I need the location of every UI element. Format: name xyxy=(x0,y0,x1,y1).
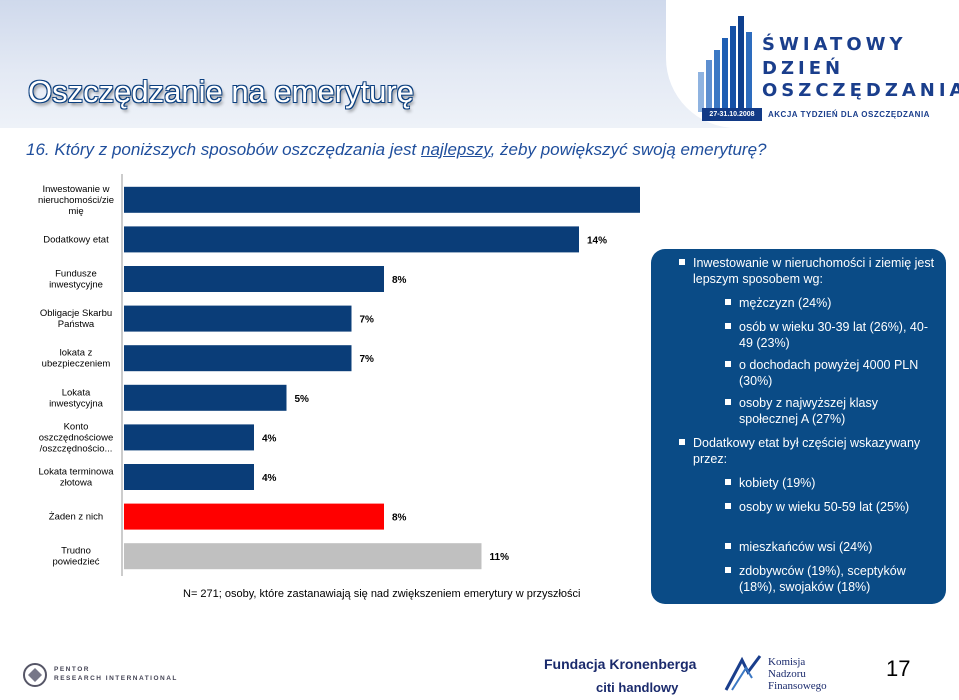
logo-campaign: AKCJA TYDZIEŃ DLA OSZCZĘDZANIA xyxy=(768,110,930,119)
value-label-5: 7% xyxy=(360,354,375,365)
bar-chart: 18%Inwestowanie wnieruchomości/ziemię14%… xyxy=(38,174,640,576)
bullet-icon xyxy=(725,479,731,485)
category-label-8-line-1: Lokata terminowa xyxy=(39,467,115,478)
category-label-1-line-2: nieruchomości/zie xyxy=(38,195,114,206)
bullet-icon xyxy=(725,543,731,549)
category-label-7-line-2: oszczędnościowe xyxy=(39,432,113,443)
pentor-line-1: PENTOR xyxy=(54,666,90,673)
sample-note: N= 271; osoby, które zastanawiają się na… xyxy=(183,588,581,600)
bullet-icon xyxy=(725,503,731,509)
bar-8 xyxy=(124,464,254,490)
bullet-icon xyxy=(725,299,731,305)
category-label-2-line-1: Dodatkowy etat xyxy=(43,234,109,245)
bullet-icon xyxy=(725,567,731,573)
callout-item-text: mieszkańców wsi (24%) xyxy=(739,540,873,554)
value-label-4: 7% xyxy=(360,315,375,326)
kronenberg-logo-text: Fundacja Kronenberga xyxy=(544,656,697,672)
category-label-10-line-1: Trudno xyxy=(61,546,91,557)
bar-6 xyxy=(124,384,287,411)
question-text: 16. Który z poniższych sposobów oszczędz… xyxy=(26,140,767,160)
bar-10 xyxy=(124,543,482,570)
question-suffix: , żeby powiększyć swoją emeryturę? xyxy=(490,140,767,159)
logo-line-1: ŚWIATOWY xyxy=(762,34,907,55)
callout-item-1: Inwestowanie w nieruchomości i ziemię je… xyxy=(679,255,938,287)
logo-bars-graphic xyxy=(698,16,752,112)
logo-strip: 27-31.10.2008 AKCJA TYDZIEŃ DLA OSZCZĘDZ… xyxy=(702,108,954,121)
bar-2 xyxy=(124,226,579,253)
knf-line-2: Nadzoru xyxy=(768,668,806,680)
category-label-1-line-3: mię xyxy=(68,206,83,217)
callout-item-2: mężczyzn (24%) xyxy=(725,295,939,311)
callout-item-6: Dodatkowy etat był częściej wskazywany p… xyxy=(679,435,938,467)
logo-line-3: OSZCZĘDZANIA xyxy=(762,80,959,101)
logo-date: 27-31.10.2008 xyxy=(702,108,762,121)
callout-item-text: Dodatkowy etat był częściej wskazywany p… xyxy=(693,436,921,466)
callout-item-text: o dochodach powyżej 4000 PLN (30%) xyxy=(739,358,919,388)
pentor-logo-icon xyxy=(23,663,47,687)
bullet-icon xyxy=(725,323,731,329)
logo-line-2: DZIEŃ xyxy=(762,58,845,79)
bar-1 xyxy=(124,186,640,213)
knf-logo-text: Komisja Nadzoru Finansowego xyxy=(768,656,827,692)
pentor-logo-text: PENTOR RESEARCH INTERNATIONAL xyxy=(54,665,178,683)
callout-item-text: zdobywców (19%), sceptyków (18%), swojak… xyxy=(739,564,906,594)
callout-item-10: zdobywców (19%), sceptyków (18%), swojak… xyxy=(725,563,939,595)
category-label-5-line-2: ubezpieczeniem xyxy=(42,359,111,370)
callout-item-9: mieszkańców wsi (24%) xyxy=(725,539,939,555)
callout-box: Inwestowanie w nieruchomości i ziemię je… xyxy=(651,249,946,604)
category-label-5-line-1: lokata z xyxy=(60,348,93,359)
bar-3 xyxy=(124,266,384,292)
callout-item-text: osoby w wieku 50-59 lat (25%) xyxy=(739,500,910,514)
category-label-10-line-2: powiedzieć xyxy=(53,557,100,568)
category-label-4-line-1: Obligacje Skarbu xyxy=(40,308,112,319)
bar-5 xyxy=(124,345,352,372)
callout-item-text: kobiety (19%) xyxy=(739,476,816,490)
callout-item-8: osoby w wieku 50-59 lat (25%) xyxy=(725,499,939,515)
callout-item-3: osób w wieku 30-39 lat (26%), 40-49 (23%… xyxy=(725,319,939,351)
value-label-10: 11% xyxy=(490,552,510,563)
citi-logo-text: citi handlowy xyxy=(596,680,679,695)
category-label-9-line-1: Żaden z nich xyxy=(49,512,103,523)
value-label-7: 4% xyxy=(262,433,277,444)
callout-item-5: osoby z najwyższej klasy społecznej A (2… xyxy=(725,395,939,427)
category-label-8-line-2: złotowa xyxy=(60,478,93,489)
bar-7 xyxy=(124,424,254,451)
category-label-3-line-2: inwestycyjne xyxy=(49,280,103,291)
bullet-icon xyxy=(679,259,685,265)
category-label-4-line-2: Państwa xyxy=(58,319,95,330)
event-logo: ŚWIATOWY DZIEŃ OSZCZĘDZANIA 27-31.10.200… xyxy=(666,0,959,128)
value-label-2: 14% xyxy=(587,235,607,246)
bullet-icon xyxy=(725,361,731,367)
question-underlined: najlepszy xyxy=(420,140,491,159)
category-label-1-line-1: Inwestowanie w xyxy=(42,184,109,195)
pentor-line-2: RESEARCH INTERNATIONAL xyxy=(54,675,178,682)
knf-line-3: Finansowego xyxy=(768,680,827,692)
callout-item-7: kobiety (19%) xyxy=(725,475,939,491)
callout-item-text: osób w wieku 30-39 lat (26%), 40-49 (23%… xyxy=(739,320,928,350)
callout-item-4: o dochodach powyżej 4000 PLN (30%) xyxy=(725,357,939,389)
category-label-3-line-1: Fundusze xyxy=(55,269,97,280)
value-label-9: 8% xyxy=(392,513,407,524)
callout-item-text: osoby z najwyższej klasy społecznej A (2… xyxy=(739,396,878,426)
slide-title: Oszczędzanie na emeryturę xyxy=(28,74,414,109)
bar-9 xyxy=(124,503,384,530)
knf-line-1: Komisja xyxy=(768,656,806,668)
value-label-6: 5% xyxy=(295,394,310,405)
category-label-7-line-1: Konto xyxy=(64,421,89,432)
category-label-7-line-3: /oszczędnościo... xyxy=(40,443,113,454)
callout-item-text: mężczyzn (24%) xyxy=(739,296,832,310)
value-label-8: 4% xyxy=(262,473,277,484)
question-prefix: 16. Który z poniższych sposobów oszczędz… xyxy=(26,140,421,159)
value-label-3: 8% xyxy=(392,275,407,286)
category-label-6-line-1: Lokata xyxy=(62,387,91,398)
bullet-icon xyxy=(679,439,685,445)
category-label-6-line-2: inwestycyjna xyxy=(49,398,104,409)
callout-item-text: Inwestowanie w nieruchomości i ziemię je… xyxy=(693,256,935,286)
knf-logo-icon xyxy=(724,655,762,691)
page-number: 17 xyxy=(886,656,911,681)
footer-logos: PENTOR RESEARCH INTERNATIONAL Fundacja K… xyxy=(0,640,959,700)
bar-4 xyxy=(124,305,352,332)
bullet-icon xyxy=(725,399,731,405)
